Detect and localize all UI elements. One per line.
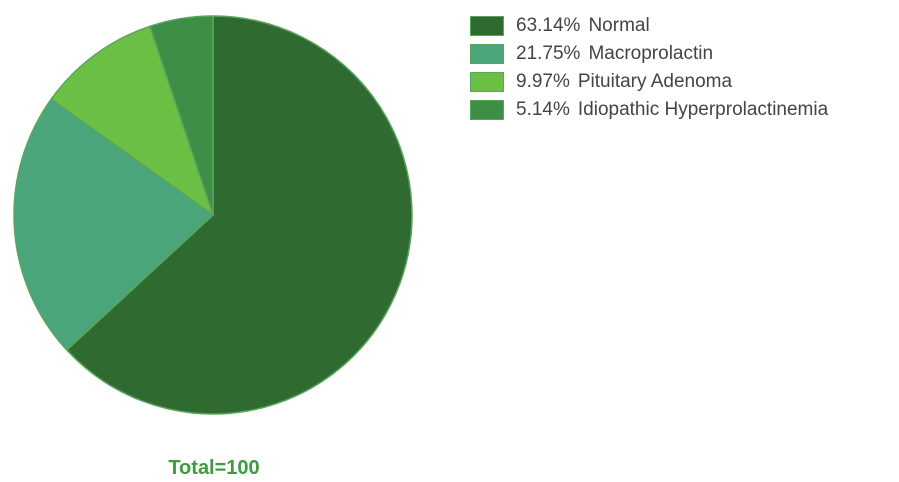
pie-slice-normal bbox=[65, 15, 413, 415]
legend-percent-macroprolactin: 21.75% bbox=[516, 43, 581, 64]
legend-swatch-idiopathic-hyperprolactinemia bbox=[470, 100, 504, 120]
pie-slice-idiopathic-hyperprolactinemia bbox=[149, 15, 214, 216]
legend-text-pituitary-adenoma: 9.97% Pituitary Adenoma bbox=[516, 71, 732, 93]
legend-percent-pituitary-adenoma: 9.97% bbox=[516, 71, 570, 92]
legend-text-normal: 63.14% Normal bbox=[516, 15, 650, 37]
legend-percent-idiopathic-hyperprolactinemia: 5.14% bbox=[516, 99, 570, 120]
legend-label-pituitary-adenoma: Pituitary Adenoma bbox=[577, 71, 733, 92]
legend-text-macroprolactin: 21.75% Macroprolactin bbox=[516, 43, 713, 65]
pie-slice-pituitary-adenoma bbox=[50, 25, 214, 216]
legend-label-normal: Normal bbox=[588, 15, 650, 36]
legend-percent-normal: 63.14% bbox=[516, 15, 581, 36]
legend-label-macroprolactin: Macroprolactin bbox=[588, 43, 714, 64]
legend-swatch-normal bbox=[470, 16, 504, 36]
legend-item-normal: 63.14% Normal bbox=[470, 12, 828, 40]
total-label: Total=100 bbox=[168, 457, 260, 479]
pie-slices bbox=[13, 15, 413, 415]
legend-label-idiopathic-hyperprolactinemia: Idiopathic Hyperprolactinemia bbox=[577, 99, 829, 120]
legend-swatch-macroprolactin bbox=[470, 44, 504, 64]
legend-swatch-pituitary-adenoma bbox=[470, 72, 504, 92]
legend-item-pituitary-adenoma: 9.97% Pituitary Adenoma bbox=[470, 68, 828, 96]
legend-text-idiopathic-hyperprolactinemia: 5.14% Idiopathic Hyperprolactinemia bbox=[516, 99, 828, 121]
legend-item-idiopathic-hyperprolactinemia: 5.14% Idiopathic Hyperprolactinemia bbox=[470, 96, 828, 124]
legend-item-macroprolactin: 21.75% Macroprolactin bbox=[470, 40, 828, 68]
legend: 63.14% Normal 21.75% Macroprolactin 9.97% P… bbox=[470, 12, 828, 124]
pie-slice-macroprolactin bbox=[13, 98, 214, 351]
